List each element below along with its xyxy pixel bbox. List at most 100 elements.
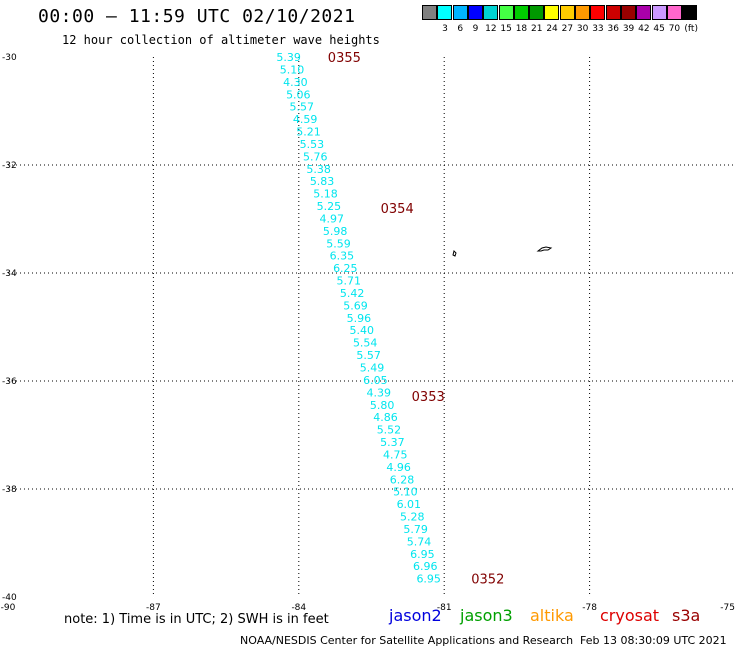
swh-label: 5.28 (400, 511, 425, 524)
legend-swatch (483, 5, 499, 20)
satellite-jason3: jason3 (460, 606, 513, 625)
swh-label: 5.42 (340, 287, 365, 300)
lon-tick-label: -87 (146, 603, 161, 613)
swh-label: 5.80 (370, 399, 395, 412)
legend-swatch (682, 5, 698, 20)
swh-label: 5.10 (280, 63, 305, 76)
legend-label: 3 (442, 24, 448, 34)
legend-swatch (452, 5, 468, 20)
legend-label: 42 (638, 24, 650, 34)
satellite-s3a: s3a (672, 606, 701, 625)
swh-label: 5.79 (403, 523, 428, 536)
swh-label: 6.95 (410, 548, 435, 561)
swh-label: 5.18 (313, 188, 338, 201)
swh-label: 5.37 (380, 436, 405, 449)
lat-tick-label: -32 (2, 161, 17, 171)
swh-label: 4.97 (320, 212, 345, 225)
swh-label: 5.21 (296, 126, 321, 139)
legend-label: 21 (531, 24, 543, 34)
time-labels: 0355 0354 0353 0352 (328, 51, 505, 588)
legend-swatch (498, 5, 514, 20)
page-title: 00:00 – 11:59 UTC 02/10/2021 (38, 6, 356, 27)
swh-label: 5.71 (336, 275, 361, 288)
swh-label: 6.95 (416, 573, 441, 586)
islands (452, 246, 553, 257)
swh-label: 5.98 (323, 225, 348, 238)
legend-label: 45 (653, 24, 665, 34)
swh-label: 5.57 (356, 349, 381, 362)
satellite-jason2: jason2 (389, 606, 442, 625)
legend-units: (ft) (684, 24, 698, 34)
legend-swatch (437, 5, 453, 20)
swh-label: 5.53 (300, 138, 325, 151)
swh-label: 4.75 (383, 448, 408, 461)
swh-label: 4.86 (373, 411, 398, 424)
page-subtitle: 12 hour collection of altimeter wave hei… (62, 33, 380, 47)
legend-swatch (559, 5, 575, 20)
legend-swatch (513, 5, 529, 20)
time-label: 0353 (412, 390, 445, 405)
island-large (536, 246, 553, 252)
time-label: 0354 (381, 202, 414, 217)
legend-label: 24 (546, 24, 558, 34)
swh-label: 5.59 (326, 237, 351, 250)
lon-tick-label: -78 (582, 603, 597, 613)
swh-label: 5.83 (310, 175, 335, 188)
legend-label: 30 (576, 24, 589, 34)
legend-label: 27 (561, 24, 574, 34)
swh-label: 6.01 (397, 498, 422, 511)
time-label: 0355 (328, 51, 361, 66)
swh-label: 6.96 (413, 560, 438, 573)
swh-label: 5.52 (377, 424, 402, 437)
legend-label: 33 (592, 24, 604, 34)
satellite-cryosat: cryosat (600, 606, 660, 625)
lon-tick-label: -84 (291, 603, 306, 613)
footer-credit: NOAA/NESDIS Center for Satellite Applica… (240, 634, 574, 647)
swh-label: 5.25 (317, 200, 342, 213)
legend-swatch (620, 5, 636, 20)
legend-label: 6 (457, 24, 464, 34)
swh-label: 5.10 (393, 486, 418, 499)
legend-swatch (666, 5, 682, 20)
lon-tick-label: -75 (720, 603, 735, 613)
legend-swatch (636, 5, 652, 20)
lat-tick-label: -40 (2, 593, 17, 603)
axis-labels: -90 -87 -84 -81 -78 -75 -30 -32 -34 -36 -38 -40 (1, 53, 735, 613)
altimeter-track: 5.395.104.305.065.574.595.215.535.765.38… (276, 51, 441, 586)
lat-tick-label: -34 (2, 269, 17, 279)
legend-label: 9 (472, 24, 479, 34)
legend-label: 18 (515, 24, 528, 34)
island-small (452, 250, 457, 257)
swh-label: 5.76 (303, 150, 328, 163)
legend-swatch (590, 5, 606, 20)
lon-tick-label: -90 (1, 603, 16, 613)
lon-tick-label: -81 (437, 603, 452, 613)
lat-tick-label: -30 (2, 53, 17, 63)
footer-timestamp: Feb 13 08:30:09 UTC 2021 (580, 634, 727, 647)
legend-swatch (544, 5, 560, 20)
legend-swatch (467, 5, 483, 20)
legend-label: 36 (607, 24, 619, 34)
swh-label: 6.35 (330, 250, 355, 263)
legend-swatch (575, 5, 590, 20)
swh-label: 5.74 (407, 535, 432, 548)
swh-label: 4.96 (386, 461, 411, 474)
swh-label: 4.59 (293, 113, 318, 126)
swh-label: 5.06 (286, 88, 311, 101)
swh-label: 6.05 (363, 374, 388, 387)
swh-label: 5.40 (350, 324, 375, 337)
swh-label: 5.38 (306, 163, 331, 176)
swh-label: 5.96 (347, 312, 372, 325)
satellite-altika: altika (530, 606, 574, 625)
footer-note: note: 1) Time is in UTC; 2) SWH is in fe… (64, 612, 329, 627)
legend-swatch (605, 5, 621, 20)
legend-swatch (651, 5, 667, 20)
time-label: 0352 (471, 573, 504, 588)
swh-label: 5.54 (353, 337, 378, 350)
lat-tick-label: -38 (2, 485, 17, 495)
swh-label: 6.25 (333, 262, 358, 275)
swh-label: 5.39 (276, 51, 301, 64)
legend-label: 12 (485, 24, 497, 34)
legend-swatch (529, 5, 545, 20)
